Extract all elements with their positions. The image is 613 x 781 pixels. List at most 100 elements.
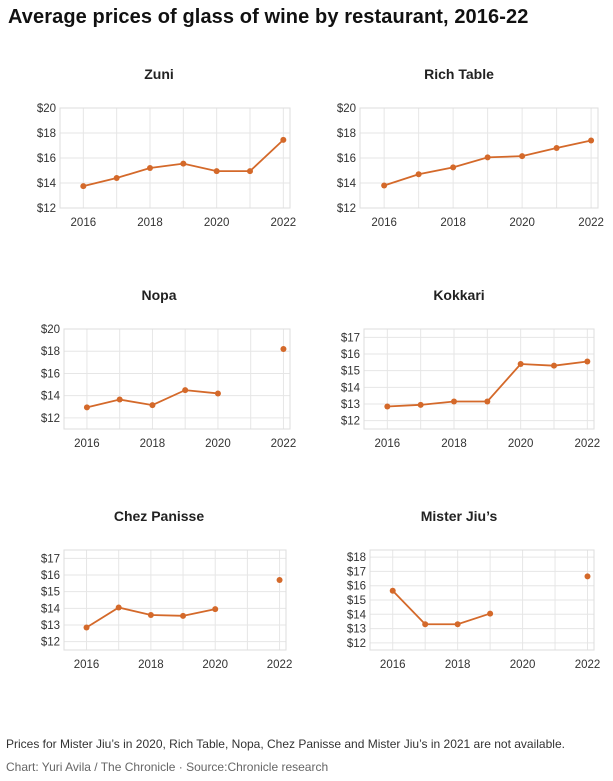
data-point-nopa bbox=[149, 402, 156, 409]
y-tick-label: $17 bbox=[41, 553, 60, 565]
x-tick-label: 2020 bbox=[508, 438, 534, 450]
y-tick-label: $16 bbox=[337, 153, 356, 165]
data-point-chez-panisse bbox=[212, 606, 219, 613]
data-point-zuni bbox=[180, 160, 187, 167]
chart-panel-rich-table: Rich Table $12 $14 $16 $18 $20 2016 2018 2020 20… bbox=[310, 66, 608, 276]
data-point-nopa bbox=[182, 387, 189, 394]
data-point-mister-jius bbox=[454, 621, 461, 628]
x-tick-label: 2018 bbox=[445, 659, 471, 671]
y-tick-label: $16 bbox=[341, 349, 360, 361]
y-tick-label: $20 bbox=[41, 324, 60, 336]
page-title: Average prices of glass of wine by resta… bbox=[8, 6, 529, 28]
x-tick-label: 2016 bbox=[71, 217, 97, 229]
data-point-nopa bbox=[83, 404, 90, 411]
data-point-rich-table bbox=[519, 153, 526, 160]
chart-plot-kokkari: $12 $13 $14 $15 $16 $17 2016 2018 2020 2022 bbox=[341, 328, 601, 450]
y-tick-label: $18 bbox=[347, 552, 366, 564]
y-tick-label: $18 bbox=[337, 128, 356, 140]
y-tick-label: $14 bbox=[341, 382, 361, 394]
x-tick-label: 2022 bbox=[271, 217, 297, 229]
x-tick-label: 2018 bbox=[140, 438, 166, 450]
plot-frame bbox=[63, 328, 291, 430]
y-tick-label: $15 bbox=[341, 366, 360, 378]
data-point-rich-table bbox=[415, 171, 422, 178]
plot-frame bbox=[59, 107, 291, 209]
x-tick-label: 2018 bbox=[137, 217, 163, 229]
data-point-rich-table bbox=[450, 164, 457, 171]
y-tick-label: $20 bbox=[337, 103, 356, 115]
chart-title-zuni: Zuni bbox=[144, 66, 174, 82]
y-tick-label: $13 bbox=[341, 399, 360, 411]
chart-title-kokkari: Kokkari bbox=[433, 287, 485, 303]
data-point-rich-table bbox=[553, 145, 560, 151]
data-point-kokkari bbox=[384, 403, 391, 410]
data-point-rich-table bbox=[381, 182, 388, 189]
data-point-zuni bbox=[113, 175, 120, 181]
y-tick-label: $15 bbox=[41, 587, 60, 599]
data-point-mister-jius bbox=[584, 573, 591, 580]
chart-panel-chez-panisse: Chez Panisse $12 $13 $14 $15 $16 $17 2016 2018 2… bbox=[10, 508, 308, 718]
x-tick-label: 2020 bbox=[509, 217, 535, 229]
chart-panel-zuni: Zuni $12 $14 $16 $18 $20 2016 2018 2020 2022 bbox=[10, 66, 308, 276]
y-tick-label: $12 bbox=[337, 203, 356, 215]
y-tick-label: $12 bbox=[37, 203, 56, 215]
chart-panel-mister-jius: Mister Jiu’s $12 $13 $14 $15 $16 $17 $18 2016 20… bbox=[310, 508, 608, 718]
data-point-chez-panisse bbox=[83, 624, 90, 631]
y-tick-label: $12 bbox=[347, 638, 366, 650]
chart-title-chez-panisse: Chez Panisse bbox=[113, 508, 205, 524]
data-point-chez-panisse bbox=[115, 604, 122, 611]
y-tick-label: $13 bbox=[41, 620, 60, 632]
y-tick-label: $12 bbox=[41, 413, 60, 425]
data-point-kokkari bbox=[451, 398, 457, 405]
y-tick-label: $12 bbox=[41, 637, 60, 649]
data-point-chez-panisse bbox=[147, 612, 154, 618]
x-tick-label: 2018 bbox=[138, 659, 164, 671]
data-point-zuni bbox=[247, 168, 253, 175]
chart-plot-zuni: $12 $14 $16 $18 $20 2016 2018 2020 2022 bbox=[37, 103, 297, 229]
data-point-kokkari bbox=[551, 362, 557, 369]
y-tick-label: $14 bbox=[337, 178, 357, 190]
x-tick-label: 2020 bbox=[510, 659, 536, 671]
y-tick-label: $16 bbox=[41, 570, 60, 582]
credit: Chart: Yuri Avila / The Chronicle · Sour… bbox=[6, 760, 329, 774]
data-point-chez-panisse bbox=[276, 577, 283, 583]
y-tick-label: $14 bbox=[347, 609, 367, 621]
chart-plot-chez-panisse: $12 $13 $14 $15 $16 $17 2016 2018 2020 2022 bbox=[41, 549, 292, 671]
chart-plot-mister-jius: $12 $13 $14 $15 $16 $17 $18 2016 2018 2020 2022 bbox=[347, 549, 600, 671]
plot-frame bbox=[363, 328, 595, 430]
x-tick-label: 2022 bbox=[575, 438, 601, 450]
y-tick-label: $16 bbox=[41, 368, 60, 380]
x-tick-label: 2016 bbox=[375, 438, 401, 450]
chart-plot-rich-table: $12 $14 $16 $18 $20 2016 2018 2020 2022 bbox=[337, 103, 604, 229]
chart-panel-nopa: Nopa $12 $14 $16 $18 $20 2016 2018 2020 2022 bbox=[10, 287, 308, 497]
data-point-rich-table bbox=[484, 154, 491, 161]
chart-title-rich-table: Rich Table bbox=[424, 66, 494, 82]
footnote: Prices for Mister Jiu’s in 2020, Rich Ta… bbox=[6, 737, 565, 751]
y-tick-label: $17 bbox=[341, 332, 360, 344]
y-tick-label: $20 bbox=[37, 103, 56, 115]
y-tick-label: $17 bbox=[347, 566, 366, 578]
y-tick-label: $12 bbox=[341, 416, 360, 428]
y-tick-label: $15 bbox=[347, 595, 366, 607]
y-tick-label: $14 bbox=[37, 178, 57, 190]
y-tick-label: $14 bbox=[41, 603, 61, 615]
chart-title-nopa: Nopa bbox=[141, 287, 177, 303]
chart-plot-nopa: $12 $14 $16 $18 $20 2016 2018 2020 2022 bbox=[41, 324, 297, 450]
data-point-nopa bbox=[116, 396, 123, 403]
data-point-mister-jius bbox=[487, 610, 494, 617]
data-point-nopa bbox=[214, 390, 221, 397]
x-tick-label: 2020 bbox=[205, 438, 231, 450]
plot-frame bbox=[369, 549, 595, 651]
data-point-kokkari bbox=[417, 401, 424, 408]
x-tick-label: 2018 bbox=[440, 217, 466, 229]
x-tick-label: 2022 bbox=[271, 438, 297, 450]
data-point-mister-jius bbox=[389, 587, 396, 594]
x-tick-label: 2022 bbox=[578, 217, 604, 229]
data-point-kokkari bbox=[584, 358, 591, 365]
data-point-kokkari bbox=[484, 398, 491, 405]
plot-frame bbox=[63, 549, 287, 651]
series-line-mister-jius bbox=[392, 590, 491, 626]
data-point-mister-jius bbox=[422, 621, 429, 628]
data-point-zuni bbox=[213, 168, 220, 175]
y-tick-label: $16 bbox=[37, 153, 56, 165]
